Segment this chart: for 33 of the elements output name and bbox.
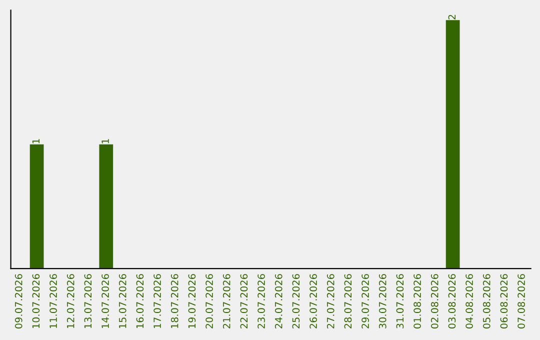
x-tick-label: 13.07.2026 [84, 274, 92, 328]
data-label: 1 [32, 139, 40, 144]
x-tick-label: 12.07.2026 [66, 274, 74, 328]
x-tick-label: 11.07.2026 [50, 274, 57, 328]
x-tick-label: 26.07.2026 [310, 274, 317, 328]
x-tick-label: 28.07.2026 [344, 274, 352, 328]
x-tick-label: 25.07.2026 [292, 274, 300, 328]
x-tick-label: 06.08.2026 [500, 274, 508, 328]
x-tick-label: 23.07.2026 [258, 274, 265, 328]
x-tick-label: 29.07.2026 [362, 274, 369, 328]
x-tick-label: 27.07.2026 [326, 274, 334, 328]
x-tick-label: 24.07.2026 [274, 274, 282, 328]
x-tick-label: 17.07.2026 [154, 274, 161, 328]
data-label: 2 [448, 14, 456, 20]
x-tick-label: 10.07.2026 [32, 274, 40, 328]
x-tick-label: 07.08.2026 [518, 274, 525, 328]
x-tick-label: 18.07.2026 [170, 274, 178, 328]
x-tick-label: 21.07.2026 [222, 274, 230, 328]
x-tick-label: 02.08.2026 [430, 274, 438, 328]
x-tick-label: 03.08.2026 [448, 274, 456, 328]
x-tick-label: 31.07.2026 [396, 274, 404, 328]
x-tick-label: 01.08.2026 [414, 274, 421, 328]
data-label: 1 [102, 139, 109, 144]
x-tick-label: 05.08.2026 [482, 274, 490, 328]
x-tick-label: 22.07.2026 [240, 274, 248, 328]
x-tick-label: 09.07.2026 [14, 274, 22, 328]
x-tick-label: 20.07.2026 [206, 274, 213, 328]
x-tick-label: 14.07.2026 [102, 274, 109, 328]
x-tick-label: 16.07.2026 [136, 274, 144, 328]
x-tick-label: 19.07.2026 [188, 274, 196, 328]
x-tick-label: 30.07.2026 [378, 274, 386, 328]
x-tick-label: 15.07.2026 [118, 274, 126, 328]
x-tick-label: 04.08.2026 [466, 274, 473, 328]
